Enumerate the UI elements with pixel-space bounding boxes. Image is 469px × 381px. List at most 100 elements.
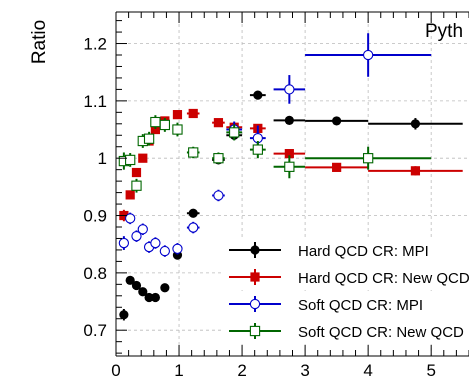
axis-ticks: 0 1 2 3 4 5 0.7 0.8 0.9 1 1.1 1.2 bbox=[83, 12, 469, 380]
data-marker bbox=[253, 90, 263, 100]
data-point bbox=[249, 141, 266, 159]
y-tick-label: 0.7 bbox=[83, 321, 107, 340]
legend-marker bbox=[249, 325, 261, 337]
legend-entry-3: Soft QCD CR: New QCD bbox=[222, 318, 469, 344]
data-marker bbox=[125, 275, 135, 285]
legend-label: Hard QCD CR: MPI bbox=[298, 243, 429, 260]
data-marker bbox=[138, 287, 148, 297]
y-tick-label: 1 bbox=[98, 149, 107, 168]
data-marker bbox=[143, 133, 155, 144]
data-marker bbox=[332, 162, 342, 172]
x-tick-label: 4 bbox=[363, 361, 372, 380]
data-marker bbox=[150, 124, 160, 135]
data-marker bbox=[118, 237, 130, 249]
legend-label: Hard QCD CR: New QCD bbox=[298, 270, 469, 287]
data-point bbox=[305, 33, 432, 77]
data-point bbox=[131, 167, 142, 178]
data-marker bbox=[150, 292, 160, 303]
data-point bbox=[273, 155, 306, 179]
data-point bbox=[212, 152, 225, 164]
data-point bbox=[368, 166, 463, 176]
data-point bbox=[212, 118, 225, 128]
data-point bbox=[160, 283, 170, 293]
data-point bbox=[305, 146, 432, 170]
generator-label: Pyth bbox=[425, 21, 463, 42]
data-marker bbox=[252, 144, 263, 155]
data-marker bbox=[188, 108, 198, 119]
data-point bbox=[249, 90, 266, 100]
data-point bbox=[137, 223, 148, 236]
plot-data bbox=[118, 33, 463, 321]
data-point bbox=[159, 118, 171, 132]
data-point bbox=[159, 245, 171, 257]
data-marker bbox=[131, 231, 142, 242]
data-point bbox=[143, 131, 155, 146]
data-point bbox=[226, 124, 243, 141]
data-marker bbox=[284, 149, 294, 159]
legend-marker bbox=[249, 298, 261, 310]
data-point bbox=[273, 75, 306, 104]
data-point bbox=[138, 153, 148, 163]
data-point bbox=[125, 275, 135, 285]
data-marker bbox=[284, 161, 295, 172]
data-point bbox=[119, 308, 129, 321]
data-point bbox=[368, 118, 463, 130]
y-axis-title: Ratio bbox=[29, 20, 50, 64]
data-marker bbox=[159, 119, 171, 131]
data-point bbox=[212, 189, 225, 202]
data-marker bbox=[137, 224, 148, 235]
legend-label: Soft QCD CR: MPI bbox=[298, 297, 423, 314]
legend-entry-1: Hard QCD CR: New QCD bbox=[222, 264, 469, 290]
data-point bbox=[144, 292, 154, 303]
data-point bbox=[186, 108, 200, 119]
data-point bbox=[131, 178, 142, 193]
data-point bbox=[138, 287, 148, 297]
legend-entry-0: Hard QCD CR: MPI bbox=[222, 237, 469, 263]
data-marker bbox=[332, 116, 342, 126]
data-point bbox=[186, 208, 200, 218]
data-marker bbox=[144, 292, 154, 303]
data-point bbox=[249, 125, 266, 151]
data-marker bbox=[131, 167, 142, 178]
y-tick-label: 0.9 bbox=[83, 207, 107, 226]
data-marker bbox=[125, 190, 135, 200]
legend-label: Soft QCD CR: New QCD bbox=[298, 324, 464, 341]
data-point bbox=[186, 146, 200, 159]
data-point bbox=[131, 230, 142, 242]
data-point bbox=[305, 162, 369, 172]
series-3 bbox=[118, 115, 432, 193]
data-marker bbox=[125, 154, 136, 166]
legend-marker bbox=[250, 245, 260, 255]
data-marker bbox=[284, 84, 295, 95]
data-marker bbox=[284, 115, 294, 125]
data-marker bbox=[172, 110, 183, 120]
data-marker bbox=[172, 124, 183, 135]
data-point bbox=[118, 236, 130, 250]
data-marker bbox=[138, 153, 148, 163]
data-point bbox=[125, 212, 136, 225]
data-point bbox=[172, 122, 183, 137]
data-marker bbox=[188, 222, 199, 233]
data-marker bbox=[410, 119, 421, 129]
legend: Hard QCD CR: MPI Hard QCD CR: New QCD Soft… bbox=[222, 237, 469, 344]
data-marker bbox=[159, 245, 171, 257]
data-point bbox=[150, 237, 161, 249]
y-tick-label: 1.2 bbox=[83, 35, 107, 54]
legend-marker bbox=[250, 272, 260, 282]
data-point bbox=[131, 280, 142, 291]
y-tick-label: 0.8 bbox=[83, 264, 107, 283]
data-marker bbox=[213, 153, 224, 164]
series-2 bbox=[118, 33, 432, 257]
data-point bbox=[186, 221, 200, 234]
data-point bbox=[125, 153, 136, 167]
data-marker bbox=[131, 180, 142, 191]
y-tick-label: 1.1 bbox=[83, 92, 107, 111]
data-marker bbox=[160, 283, 170, 293]
x-tick-label: 3 bbox=[300, 361, 309, 380]
data-marker bbox=[119, 310, 129, 320]
x-tick-label: 0 bbox=[111, 361, 120, 380]
data-marker bbox=[362, 49, 374, 61]
data-point bbox=[172, 243, 183, 255]
data-marker bbox=[131, 280, 142, 291]
